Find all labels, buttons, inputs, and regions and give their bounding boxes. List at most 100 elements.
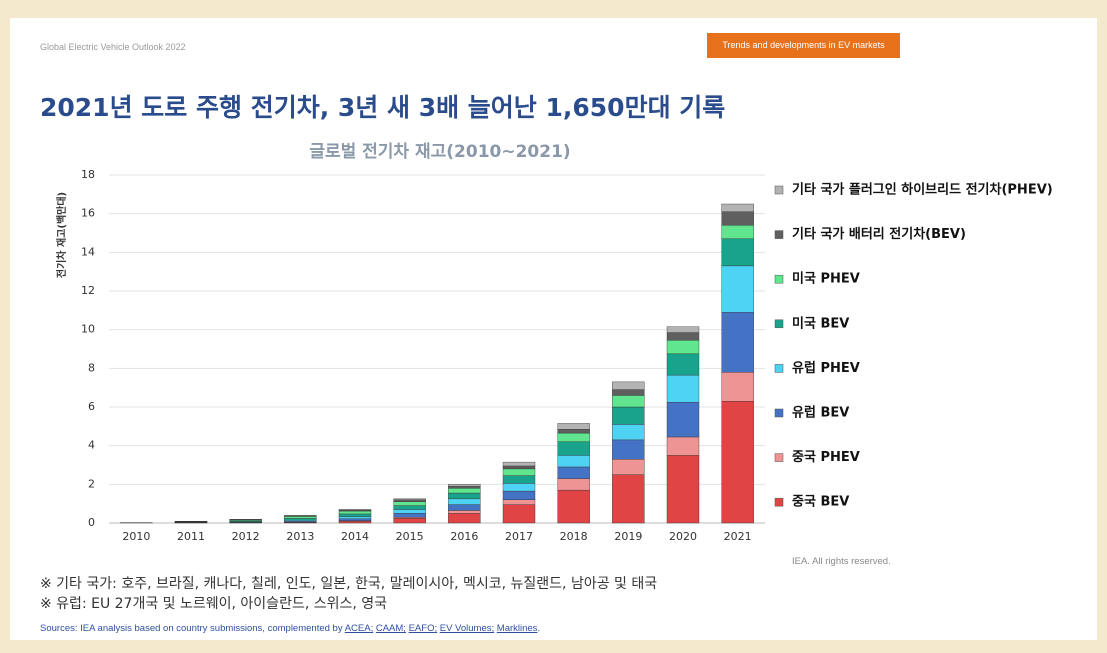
bar-segment [448, 513, 481, 524]
bar-segment [448, 504, 481, 511]
section-tag: Trends and developments in EV markets [707, 33, 900, 58]
bar-segment [448, 498, 481, 505]
bar-segment [338, 516, 372, 519]
legend-swatch [774, 274, 784, 284]
legend-swatch [774, 230, 784, 239]
y-tick-label: 6 [88, 400, 95, 413]
bar-segment [612, 424, 645, 441]
x-tick-label: 2013 [286, 530, 314, 543]
bar-segment [721, 238, 754, 267]
bar-segment [284, 516, 317, 519]
bar-segment [721, 203, 754, 212]
source-link[interactable]: Marklines [496, 623, 538, 634]
bar-segment [721, 312, 754, 373]
bar-segment [666, 332, 700, 341]
bar-segment [502, 490, 536, 501]
bar-segment [448, 510, 481, 514]
y-tick-label: 16 [81, 207, 95, 220]
bar-segment [338, 518, 372, 521]
y-tick-label: 0 [88, 516, 95, 529]
bar-segment [393, 499, 426, 502]
bar-segment [448, 484, 481, 487]
bar-segment [557, 466, 590, 479]
bar-segment [338, 520, 372, 524]
bar-segment [557, 429, 590, 434]
bar-segment [666, 353, 700, 376]
bar-segment [612, 459, 645, 475]
legend-label: 중국 PHEV [792, 450, 860, 465]
y-tick-label: 4 [88, 439, 95, 452]
legend-label: 미국 BEV [792, 315, 849, 331]
bar-segment [666, 455, 700, 524]
bar-segment [338, 510, 372, 515]
bar-segment [612, 381, 645, 390]
legend-label: 기타 국가 배터리 전기차(BEV) [792, 226, 966, 242]
bar-segment [502, 465, 536, 470]
chart-title: 글로벌 전기차 재고(2010~2021) [309, 142, 570, 162]
bar-segment [557, 423, 590, 430]
bar-segment [284, 518, 317, 521]
bar-segment [338, 509, 372, 511]
bar-segment [721, 225, 754, 239]
bar-segment [502, 483, 536, 492]
legend-label: 기타 국가 플러그인 하이브리드 전기차(PHEV) [792, 182, 1053, 198]
x-tick-label: 2018 [560, 530, 588, 543]
bar-segment [448, 486, 481, 489]
bar-segment [666, 340, 700, 355]
bar-segment [448, 492, 481, 500]
legend-label: 유럽 PHEV [792, 361, 860, 376]
bar-segment [393, 505, 426, 510]
y-tick-label: 8 [88, 361, 95, 374]
legend-label: 미국 PHEV [792, 271, 860, 287]
y-tick-label: 12 [81, 284, 95, 297]
bar-segment [721, 372, 754, 402]
bar-segment [502, 468, 536, 476]
x-tick-label: 2019 [614, 530, 642, 543]
legend-swatch [774, 319, 784, 329]
bar-segment [612, 474, 645, 524]
bar-segment [612, 389, 645, 396]
x-tick-label: 2016 [450, 530, 478, 543]
bar-segment [393, 513, 426, 518]
y-tick-label: 14 [81, 245, 95, 258]
x-tick-label: 2015 [396, 530, 424, 543]
bar-segment [393, 509, 426, 514]
bar-segment [666, 401, 700, 438]
publication: Global Electric Vehicle Outlook 2022 [40, 42, 186, 52]
legend-label: 유럽 BEV [792, 406, 849, 421]
note: ※ 기타 국가: 호주, 브라질, 캐나다, 칠레, 인도, 일본, 한국, 말… [40, 576, 658, 592]
bar-segment [721, 401, 754, 524]
bar-segment [557, 455, 590, 468]
source-link[interactable]: CAAM; [375, 623, 406, 634]
bar-segment [393, 501, 426, 506]
bar-segment [612, 439, 645, 460]
bar-segment [502, 475, 536, 484]
bar-segment [612, 395, 645, 408]
bar-segment [557, 432, 590, 443]
source-link[interactable]: EV Volumes; [439, 623, 495, 634]
y-tick-label: 18 [81, 168, 95, 181]
source-link[interactable]: EAFO; [408, 623, 438, 634]
bar-segment [721, 211, 754, 226]
x-tick-label: 2020 [669, 530, 697, 543]
y-axis-label: 전기차 재고(백만대) [55, 192, 68, 278]
x-tick-label: 2011 [177, 530, 205, 543]
slide: Global Electric Vehicle Outlook 2022 Tre… [10, 18, 1097, 640]
bar-segment [502, 504, 536, 524]
bar-segment [612, 406, 645, 425]
bar-segment [338, 513, 372, 518]
bar-segment [666, 374, 700, 403]
bar-segment [557, 441, 590, 456]
sources-suffix: . [537, 623, 541, 634]
x-tick-label: 2021 [724, 530, 752, 543]
headline: 2021년 도로 주행 전기차, 3년 새 3배 늘어난 1,650만대 기록 [40, 93, 726, 122]
sources-prefix: Sources: IEA analysis based on country s… [40, 623, 343, 634]
chart: 글로벌 전기차 재고(2010~2021) 전기차 재고(백만대) 0 2 4 6 8 10 1… [55, 142, 1053, 543]
source-link[interactable]: ACEA; [344, 623, 374, 634]
bar-segment [666, 326, 700, 333]
bar-segment [502, 461, 536, 467]
notes: ※ 기타 국가: 호주, 브라질, 캐나다, 칠레, 인도, 일본, 한국, 말… [40, 574, 657, 614]
legend-swatch [774, 364, 784, 373]
y-tick-label: 10 [81, 323, 95, 336]
